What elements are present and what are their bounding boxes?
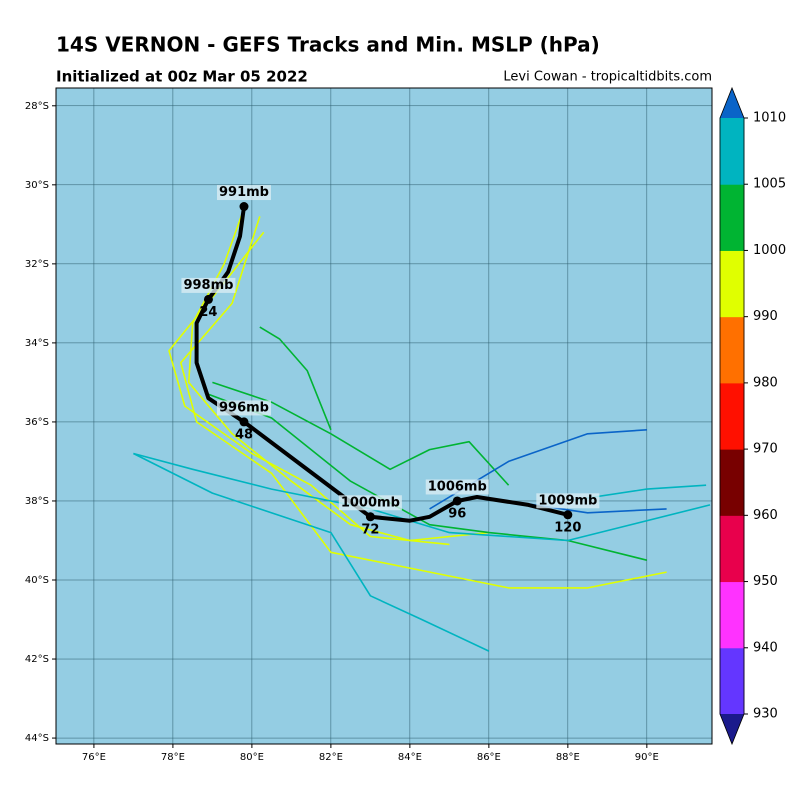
chart-subtitle: Initialized at 00z Mar 05 2022	[56, 68, 308, 86]
colorbar-segment	[719, 249, 745, 318]
track-point	[239, 202, 249, 212]
colorbar-extend-below	[720, 714, 744, 744]
track-point	[239, 417, 249, 427]
label-box	[338, 495, 402, 511]
x-tick-label: 88°E	[556, 752, 580, 763]
label-box	[181, 277, 236, 293]
colorbar-segment	[719, 448, 745, 516]
x-tick-label: 86°E	[477, 752, 501, 763]
y-tick-label: 40°S	[25, 575, 49, 586]
y-tick-label: 34°S	[25, 338, 49, 349]
chart-title: 14S VERNON - GEFS Tracks and Min. MSLP (…	[56, 33, 600, 57]
track-point	[203, 294, 213, 304]
y-tick-label: 32°S	[25, 259, 49, 270]
x-tick-label: 84°E	[398, 752, 422, 763]
x-tick-label: 78°E	[161, 752, 185, 763]
credit: Levi Cowan - tropicaltidbits.com	[503, 70, 712, 85]
colorbar-tick-label: 960	[753, 508, 778, 523]
colorbar-tick-label: 990	[753, 309, 778, 324]
member-track	[133, 452, 490, 652]
label-box	[536, 493, 600, 509]
colorbar-segment	[719, 514, 745, 583]
colorbar-segment	[719, 382, 745, 450]
hour-label: 48	[235, 427, 253, 442]
label-box	[216, 185, 271, 201]
plot-area	[56, 88, 712, 744]
member-track	[212, 381, 510, 486]
colorbar-tick-label: 1010	[753, 111, 786, 126]
colorbar-segment	[719, 581, 745, 649]
plot-frame	[55, 87, 713, 745]
y-tick-label: 44°S	[25, 733, 49, 744]
pressure-label: 1000mb	[341, 495, 400, 510]
colorbar-segment	[719, 316, 745, 384]
pressure-label: 1006mb	[428, 479, 487, 494]
y-tick-label: 28°S	[25, 101, 49, 112]
pressure-label: 998mb	[183, 278, 233, 293]
hour-label: 96	[448, 506, 466, 521]
y-tick-label: 38°S	[25, 496, 49, 507]
x-tick-label: 90°E	[635, 752, 659, 763]
colorbar-tick-label: 1005	[753, 177, 786, 192]
y-tick-label: 42°S	[25, 654, 49, 665]
track-point	[365, 512, 375, 522]
track-point	[452, 496, 462, 506]
member-track	[259, 326, 332, 431]
colorbar-tick-label: 940	[753, 640, 778, 655]
y-tick-label: 30°S	[25, 180, 49, 191]
hour-label: 24	[199, 305, 217, 320]
colorbar-tick-label: 950	[753, 574, 778, 589]
colorbar-segment	[719, 647, 745, 715]
x-tick-label: 82°E	[319, 752, 343, 763]
x-tick-label: 76°E	[82, 752, 106, 763]
pressure-label: 991mb	[219, 185, 269, 200]
colorbar-segment	[719, 117, 745, 185]
y-tick-label: 36°S	[25, 417, 49, 428]
colorbar-tick-label: 1000	[753, 243, 786, 258]
hour-label: 120	[554, 520, 581, 535]
pressure-label: 996mb	[219, 400, 269, 415]
colorbar-extend-above	[720, 88, 744, 118]
colorbar-tick-label: 970	[753, 442, 778, 457]
colorbar-segment	[719, 183, 745, 251]
track-point	[563, 510, 573, 520]
x-tick-label: 80°E	[240, 752, 264, 763]
member-track	[180, 216, 667, 589]
label-box	[216, 400, 271, 416]
label-box	[425, 479, 489, 495]
colorbar-tick-label: 930	[753, 707, 778, 722]
colorbar-tick-label: 980	[753, 375, 778, 390]
pressure-label: 1009mb	[538, 493, 597, 508]
plot-background	[56, 88, 712, 744]
hour-label: 72	[361, 522, 379, 537]
